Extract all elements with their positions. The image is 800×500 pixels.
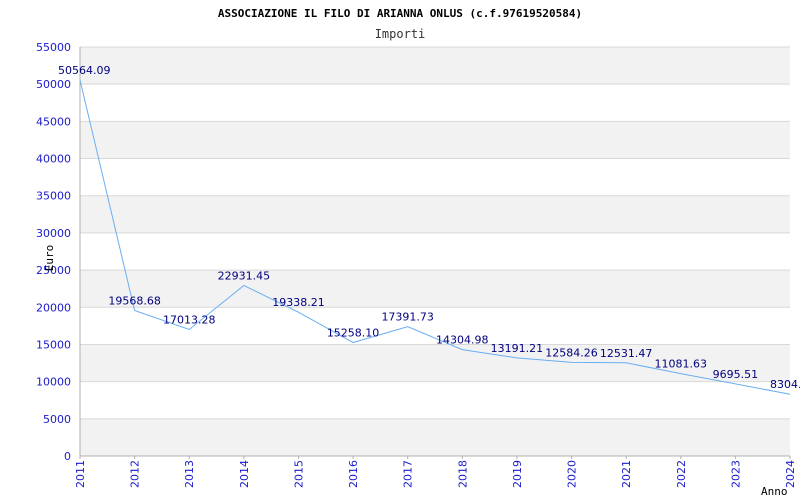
axes [79, 47, 790, 457]
x-tick-label: 2011 [74, 460, 87, 488]
x-tick-label: 2023 [729, 460, 742, 488]
x-tick-label: 2016 [347, 460, 360, 488]
data-label: 17013.28 [163, 313, 216, 326]
chart-subtitle: Importi [375, 27, 426, 41]
data-label: 9695.51 [713, 368, 759, 381]
x-tick-label: 2014 [238, 460, 251, 488]
background-band [80, 270, 790, 308]
y-tick-label: 50000 [36, 78, 71, 91]
y-tick-label: 5000 [43, 413, 71, 426]
y-tick-label: 15000 [36, 338, 71, 351]
data-label: 11081.63 [655, 358, 708, 371]
gridlines [80, 46, 790, 457]
x-tick-label: 2019 [511, 460, 524, 488]
background-band [80, 344, 790, 382]
y-tick-label: 20000 [36, 301, 71, 314]
data-label: 17391.73 [381, 311, 434, 324]
data-label: 15258.10 [327, 327, 380, 340]
x-tick-label: 2024 [784, 460, 797, 488]
x-tick-label: 2022 [675, 460, 688, 488]
background-bands [80, 47, 790, 456]
y-tick-label: 35000 [36, 190, 71, 203]
x-axis-label: Anno [761, 485, 788, 498]
y-tick-labels: 0 5000 10000 15000 20000 25000 30000 35000 40000… [36, 41, 71, 463]
background-band [80, 121, 790, 159]
data-label: 12531.47 [600, 347, 653, 360]
data-label: 22931.45 [218, 269, 271, 282]
y-tick-label: 45000 [36, 115, 71, 128]
y-tick-label: 25000 [36, 264, 71, 277]
data-label: 19568.68 [108, 294, 161, 307]
series-line [79, 79, 791, 395]
x-tick-labels: 2011 2012 2013 2014 2015 2016 2017 2018 2019 2020… [74, 456, 797, 488]
data-label: 8304.4 [770, 378, 800, 391]
data-label: 14304.98 [436, 334, 489, 347]
background-band [80, 195, 790, 233]
x-tick-label: 2021 [620, 460, 633, 488]
data-label: 50564.09 [58, 64, 111, 77]
background-band [80, 418, 790, 456]
data-label: 12584.26 [545, 346, 598, 359]
background-band [80, 47, 790, 85]
y-axis-label: Euro [43, 245, 56, 272]
y-tick-label: 40000 [36, 153, 71, 166]
y-tick-label: 0 [64, 450, 71, 463]
chart-title: ASSOCIAZIONE IL FILO DI ARIANNA ONLUS (c… [218, 7, 582, 20]
x-tick-label: 2018 [456, 460, 469, 488]
x-tick-label: 2012 [129, 460, 142, 488]
y-tick-label: 55000 [36, 41, 71, 54]
y-tick-label: 30000 [36, 227, 71, 240]
x-tick-label: 2013 [183, 460, 196, 488]
data-label: 13191.21 [491, 342, 544, 355]
x-tick-label: 2015 [292, 460, 305, 488]
y-tick-label: 10000 [36, 376, 71, 389]
data-label: 19338.21 [272, 296, 325, 309]
x-tick-label: 2020 [566, 460, 579, 488]
x-tick-label: 2017 [402, 460, 415, 488]
